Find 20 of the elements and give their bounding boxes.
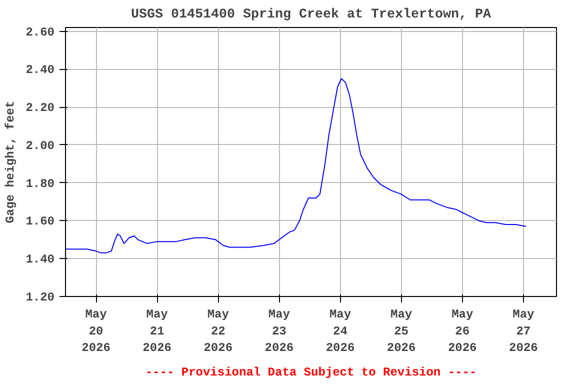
y-tick-label: 2.60 [26,25,55,40]
x-tick-label: May 26 2026 [448,308,477,356]
y-tick-label: 2.40 [26,63,55,78]
x-tick-label: May 24 2026 [326,308,355,356]
y-tick-label: 1.20 [26,290,55,304]
y-axis-title: Gage height, feet [4,100,18,224]
x-tick-label: May 20 2026 [82,308,110,356]
y-tick-label: 2.20 [26,101,55,116]
x-tick-label: May 23 2026 [264,308,294,356]
x-tick-label: May 21 2026 [142,308,172,356]
y-tick-label: 1.60 [26,214,55,229]
y-tick-label: 2.00 [26,138,55,153]
x-tick-label: May 25 2026 [386,308,416,356]
x-tick-label: May 22 2026 [204,308,233,356]
text: ---- Provisional Data Subject to Revision ---- [145,366,477,380]
chart-title: USGS 01451400 Spring Creek at Trexlertown, PA [131,8,491,22]
x-tick-label: May 27 2026 [509,308,538,356]
y-tick-label: 1.40 [26,252,55,267]
line-series [66,78,526,254]
y-tick-label: 1.80 [26,176,55,191]
